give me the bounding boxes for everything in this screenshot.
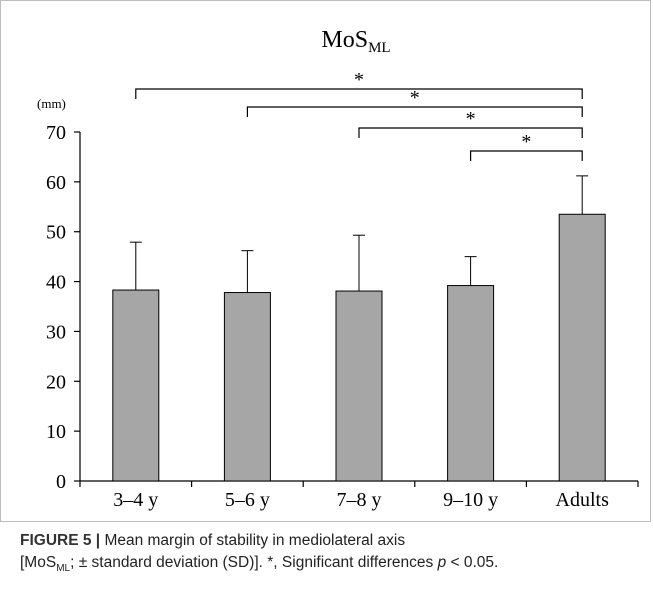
caption-figure-label: FIGURE 5 | [20, 532, 105, 549]
x-tick-label: Adults [556, 489, 610, 511]
x-tick-label: 9–10 y [443, 489, 498, 511]
figure-caption: FIGURE 5 | Mean margin of stability in m… [20, 530, 640, 580]
significance-star: * [354, 69, 364, 91]
caption-line2-prefix: [MoS [20, 554, 57, 571]
caption-line1: Mean margin of stability in mediolateral… [104, 532, 406, 549]
y-tick-label: 20 [46, 371, 66, 393]
x-tick-label: 5–6 y [225, 489, 270, 511]
bar [447, 285, 495, 482]
significance-star: * [466, 108, 476, 130]
bar [112, 289, 160, 482]
chart-title-sub: ML [368, 40, 391, 56]
significance-bracket [358, 127, 583, 138]
chart-title-main: MoS [321, 27, 368, 53]
y-tick-label: 30 [46, 321, 66, 343]
significance-bracket [135, 88, 583, 99]
x-tick-label: 3–4 y [113, 489, 158, 511]
y-tick-label: 70 [46, 122, 66, 144]
plot-area: 0 10 20 30 40 50 60 70 3–4 y 5–6 y 7–8 y 9–10 y Adul… [46, 69, 639, 511]
y-tick-label: 0 [56, 471, 66, 493]
caption-line2-sub: ML [56, 563, 71, 575]
y-tick-label: 40 [46, 272, 66, 294]
chart-title: MoSML [321, 27, 390, 56]
bar-chart: MoSML (mm) 0 10 20 30 40 50 60 70 3–4 y 5–6 y 7–8 … [37, 27, 639, 511]
significance-bracket [246, 106, 583, 117]
x-tick-label: 7–8 y [337, 489, 382, 511]
bar [223, 292, 271, 482]
y-unit-label: (mm) [37, 96, 66, 111]
significance-star: * [410, 87, 420, 109]
y-tick-label: 50 [46, 222, 66, 244]
y-tick-label: 10 [46, 421, 66, 443]
bar [335, 290, 383, 482]
caption-p-symbol: p [437, 554, 447, 571]
y-tick-label: 60 [46, 172, 66, 194]
chart-frame: MoSML (mm) 0 10 20 30 40 50 60 70 3–4 y 5–6 y 7–8 … [0, 0, 651, 522]
significance-bracket [470, 150, 583, 161]
caption-line2-mid: ; ± standard deviation (SD)]. *, Signifi… [70, 554, 438, 571]
bar [558, 213, 606, 482]
caption-line2-end: < 0.05. [446, 554, 499, 571]
significance-star: * [521, 131, 531, 153]
